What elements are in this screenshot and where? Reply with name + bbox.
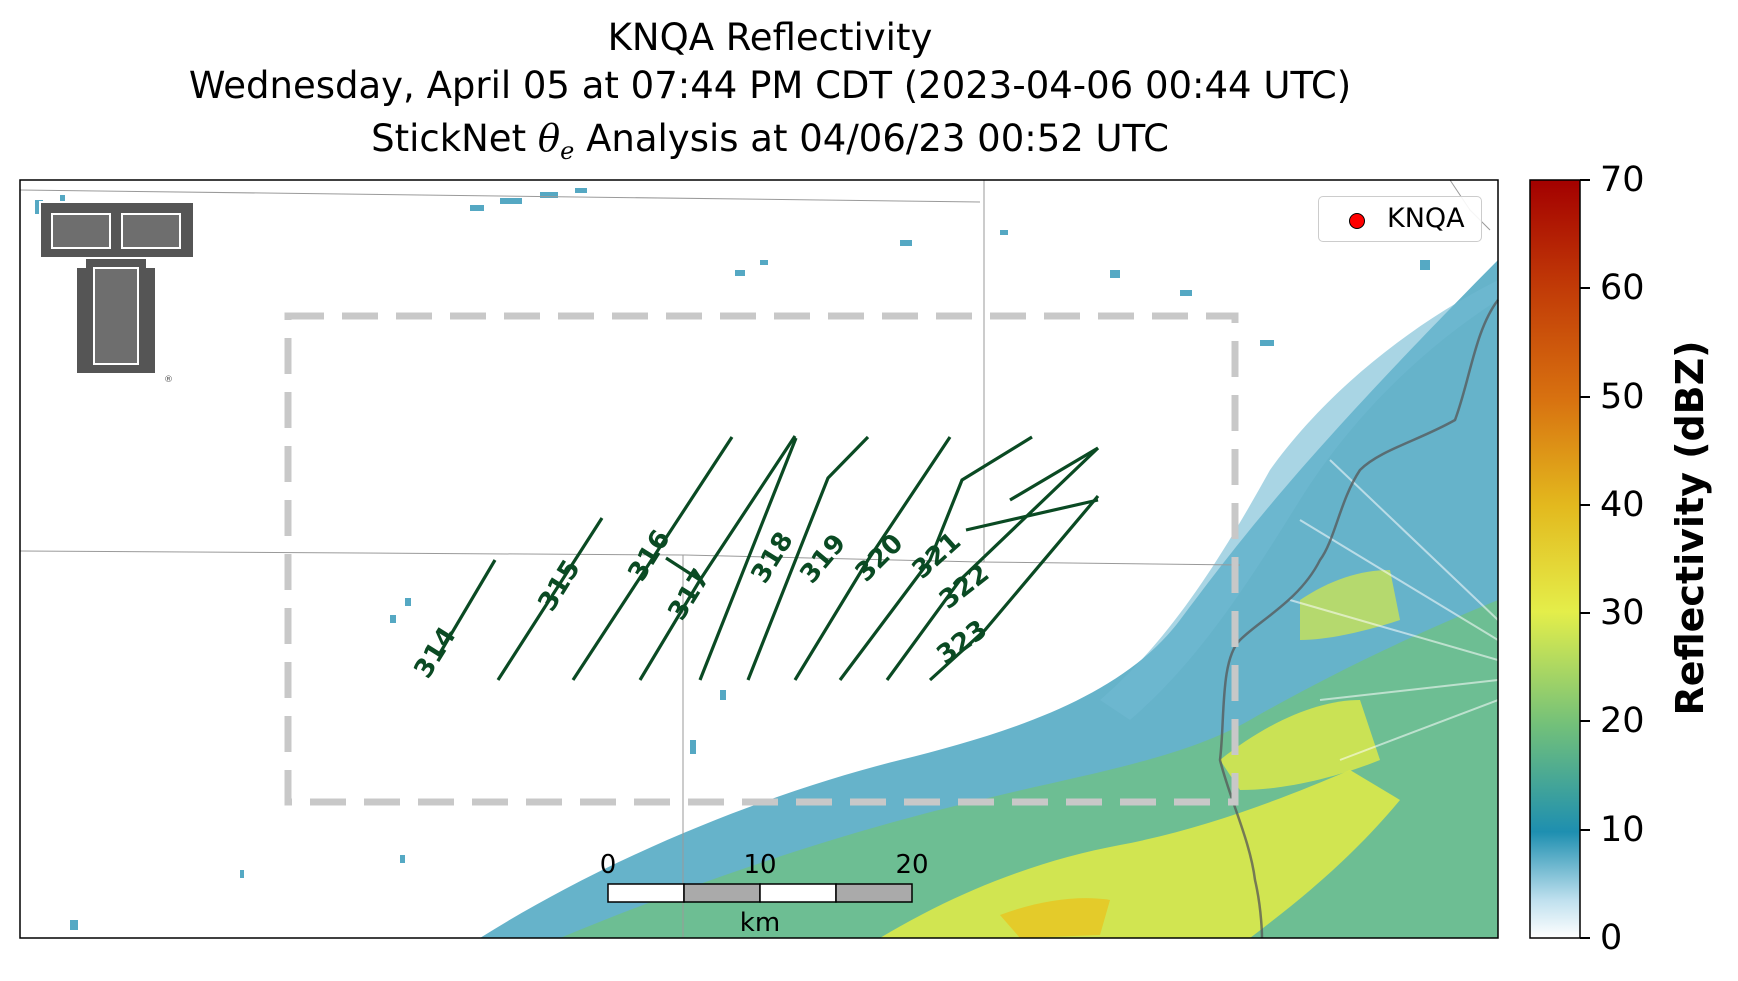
- river-boundary: [1218, 299, 1499, 939]
- chart-subtitle-time: Wednesday, April 05 at 07:44 PM CDT (202…: [188, 64, 1352, 107]
- colorbar: [1529, 179, 1581, 939]
- theta-symbol: θ: [537, 117, 561, 160]
- scale-label-0: 0: [599, 850, 617, 880]
- colorbar-tick-70: 70: [1600, 160, 1645, 200]
- scale-label-20: 20: [895, 850, 929, 880]
- legend-label: KNQA: [1387, 203, 1465, 234]
- state-county-boundaries: [19, 179, 1491, 938]
- contour-318: [698, 437, 798, 681]
- colorbar-label: Reflectivity (dBZ): [1668, 340, 1712, 716]
- contour-322: [885, 446, 1100, 681]
- colorbar-ticks: [1580, 179, 1590, 939]
- contour-314: [438, 559, 497, 654]
- colorbar-tick-10: 10: [1600, 810, 1645, 850]
- colorbar-tick-40: 40: [1600, 485, 1645, 525]
- analysis-prefix: StickNet: [371, 117, 538, 160]
- contour-label-317: 317: [662, 564, 716, 626]
- colorbar-tick-60: 60: [1600, 268, 1645, 308]
- contour-316: [571, 436, 734, 681]
- contour-labels: 314 315 316 317 318 319 320 321 322 323: [408, 525, 995, 684]
- contour-317: [638, 579, 702, 681]
- texas-tech-logo: ®: [39, 201, 195, 385]
- analysis-box: [284, 312, 1239, 806]
- svg-text:®: ®: [164, 375, 173, 385]
- theta-subscript: e: [560, 137, 575, 165]
- contour-319: [746, 435, 870, 681]
- contour-323: [928, 494, 1100, 682]
- scale-bar: [607, 883, 913, 903]
- scale-label-10: 10: [743, 850, 777, 880]
- colorbar-tick-50: 50: [1600, 377, 1645, 417]
- reflectivity-field: [35, 188, 1498, 938]
- contour-label-323: 323: [931, 614, 993, 670]
- radar-site-marker-icon: [1349, 213, 1365, 229]
- legend: KNQA: [1318, 196, 1482, 242]
- contour-315: [496, 517, 604, 681]
- contour-320: [793, 436, 952, 681]
- contour-321: [838, 435, 1033, 681]
- chart-subtitle-analysis: StickNet θe Analysis at 04/06/23 00:52 U…: [0, 117, 1540, 173]
- colorbar-tick-0: 0: [1600, 918, 1623, 958]
- colorbar-tick-30: 30: [1600, 593, 1645, 633]
- chart-title: KNQA Reflectivity: [607, 16, 933, 59]
- analysis-suffix: Analysis at 04/06/23 00:52 UTC: [574, 117, 1169, 160]
- theta-e-contours: [438, 435, 1100, 682]
- colorbar-tick-20: 20: [1600, 701, 1645, 741]
- contour-label-320: 320: [850, 528, 910, 588]
- scale-unit: km: [739, 908, 781, 938]
- map-frame: [19, 179, 1499, 939]
- contour-label-315: 315: [532, 555, 586, 617]
